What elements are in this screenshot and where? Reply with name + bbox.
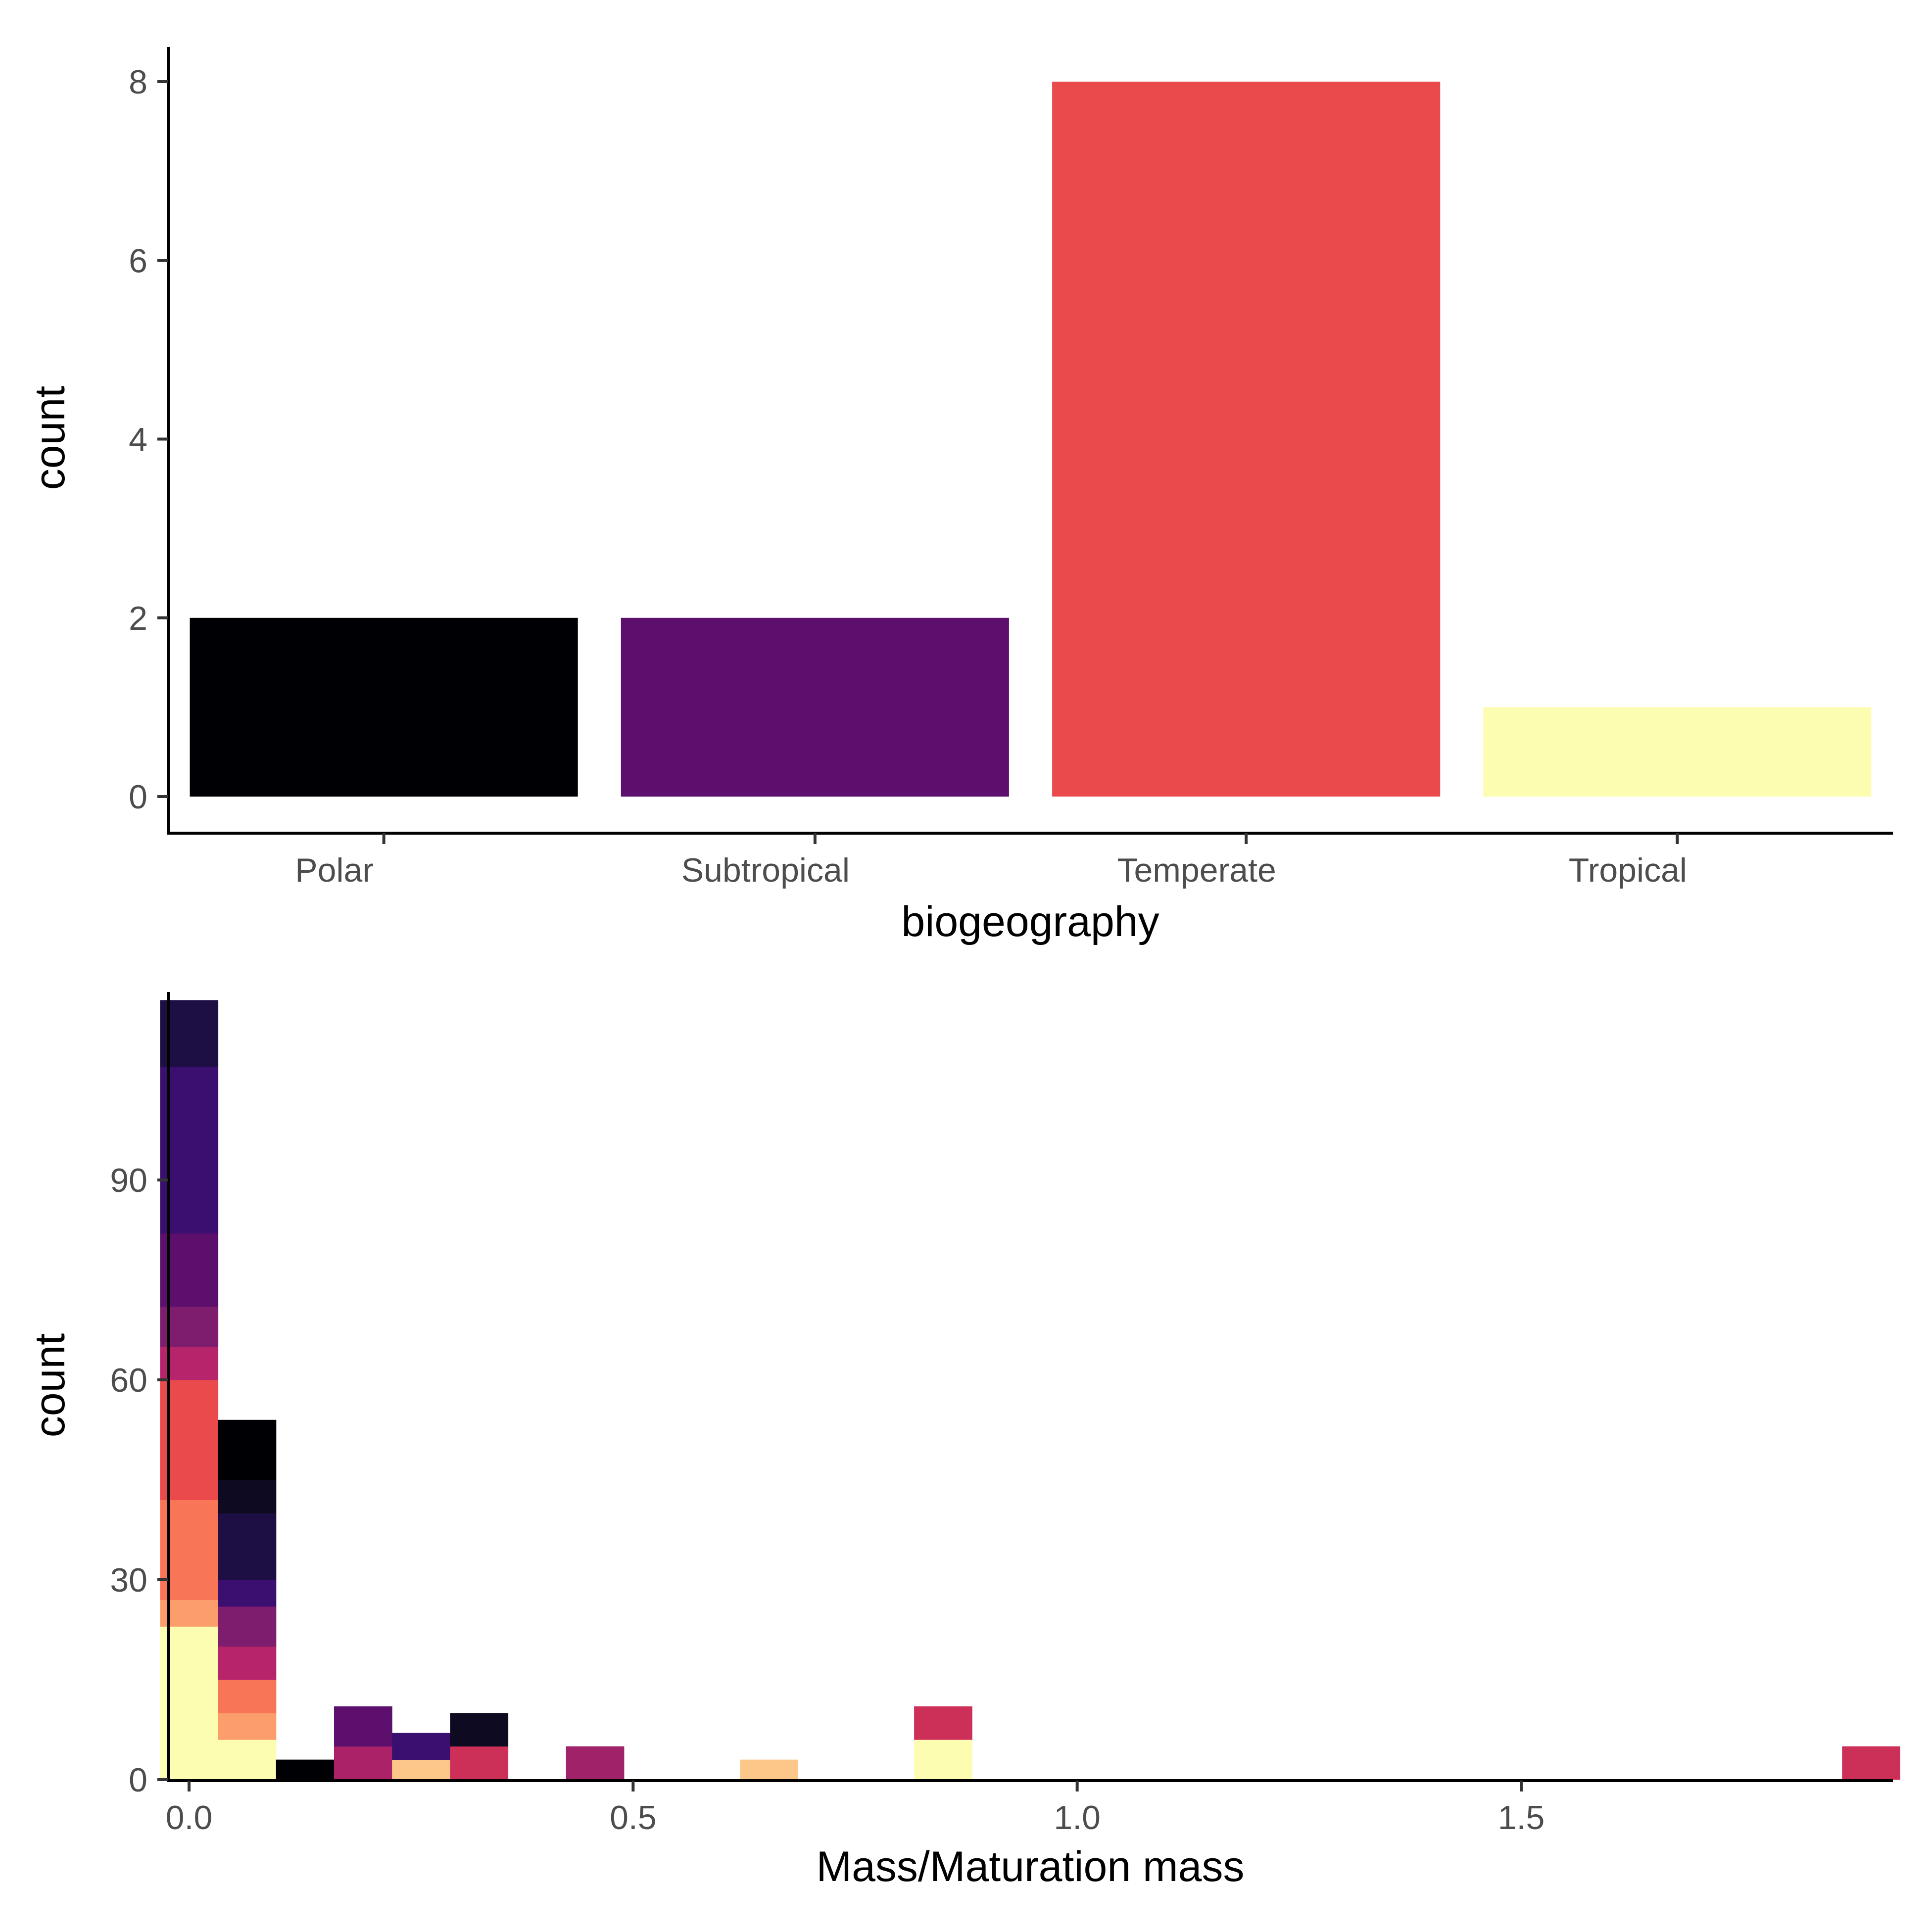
histogram-segment: [218, 1606, 277, 1647]
histogram-segment: [450, 1746, 509, 1780]
x-tick-label: Tropical: [1569, 851, 1687, 889]
histogram-segment: [218, 1580, 277, 1607]
x-tick-label: Polar: [295, 851, 374, 889]
y-tick-label: 60: [110, 1362, 147, 1399]
histogram-segment: [218, 1513, 277, 1580]
y-tick-label: 2: [129, 600, 147, 637]
histogram-segment: [334, 1746, 392, 1780]
y-tick-label: 6: [129, 242, 147, 280]
bar-polar: [190, 617, 578, 797]
histogram-segment: [160, 1346, 219, 1380]
histogram-segment: [450, 1713, 509, 1747]
y-axis-ticks: 0 2 4 6 8: [129, 63, 168, 816]
x-tick-label: 1.0: [1054, 1799, 1101, 1837]
mass-histogram: 0 30 60 90 0.0 0.5 1.0 1.5 Mass/Maturation mas…: [26, 992, 1900, 1890]
histogram-segment: [160, 1067, 219, 1234]
y-axis-title: count: [26, 386, 74, 490]
histogram-segment: [1842, 1746, 1900, 1780]
histogram-segment: [566, 1746, 625, 1780]
histogram-segment: [218, 1740, 277, 1780]
histogram-bars: [160, 1000, 1900, 1780]
x-tick-label: Temperate: [1117, 851, 1276, 889]
histogram-segment: [914, 1740, 972, 1780]
y-tick-label: 4: [129, 421, 147, 459]
histogram-segment: [276, 1759, 335, 1780]
histogram-segment: [218, 1419, 277, 1480]
y-tick-label: 30: [110, 1561, 147, 1599]
bar-tropical: [1483, 707, 1872, 797]
histogram-segment: [218, 1646, 277, 1680]
histogram-segment: [160, 1000, 219, 1067]
y-tick-label: 8: [129, 63, 147, 101]
histogram-segment: [160, 1500, 219, 1600]
histogram-segment: [160, 1626, 219, 1780]
bar-subtropical: [621, 617, 1009, 797]
y-tick-label: 0: [129, 1761, 147, 1799]
histogram-segment: [392, 1733, 450, 1760]
histogram-segment: [218, 1680, 277, 1713]
y-axis-ticks: 0 30 60 90: [110, 1162, 168, 1799]
x-axis-title: biogeography: [901, 898, 1159, 945]
histogram-segment: [160, 1306, 219, 1347]
x-tick-label: 1.5: [1498, 1799, 1545, 1837]
histogram-segment: [160, 1600, 219, 1627]
y-axis-title: count: [26, 1333, 74, 1437]
x-axis-ticks: Polar Subtropical Temperate Tropical: [295, 833, 1687, 889]
bars: [190, 82, 1872, 797]
x-tick-label: Subtropical: [681, 851, 850, 889]
histogram-segment: [392, 1759, 450, 1780]
histogram-segment: [218, 1480, 277, 1513]
bar-temperate: [1052, 82, 1441, 797]
histogram-segment: [914, 1706, 972, 1740]
y-tick-label: 0: [129, 778, 147, 816]
histogram-segment: [160, 1380, 219, 1500]
histogram-segment: [740, 1759, 798, 1780]
x-tick-label: 0.5: [610, 1799, 657, 1837]
histogram-segment: [334, 1706, 392, 1747]
x-axis-title: Mass/Maturation mass: [816, 1843, 1244, 1890]
histogram-segment: [160, 1233, 219, 1307]
x-tick-label: 0.0: [166, 1799, 213, 1837]
histogram-segment: [218, 1713, 277, 1740]
y-tick-label: 90: [110, 1162, 147, 1199]
x-axis-ticks: 0.0 0.5 1.0 1.5: [166, 1781, 1545, 1837]
